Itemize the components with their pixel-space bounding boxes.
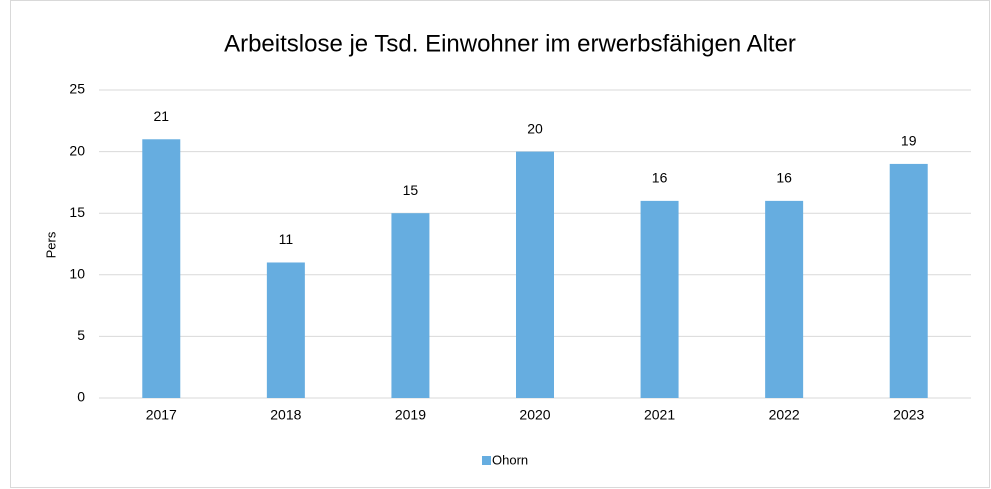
chart-title: Arbeitslose je Tsd. Einwohner im erwerbs… xyxy=(224,30,796,57)
bar xyxy=(391,213,430,398)
data-label: 21 xyxy=(153,108,169,124)
data-label: 16 xyxy=(776,170,792,186)
y-axis-label: Pers xyxy=(43,231,58,258)
bar xyxy=(516,151,554,398)
x-tick-label: 2019 xyxy=(395,407,426,423)
legend-label: Ohorn xyxy=(492,452,528,467)
y-tick-label: 10 xyxy=(69,266,85,282)
bar xyxy=(142,139,181,398)
data-label: 19 xyxy=(901,133,917,149)
x-tick-label: 2018 xyxy=(270,407,301,423)
x-tick-label: 2022 xyxy=(769,407,800,423)
data-label: 11 xyxy=(279,231,294,247)
x-tick-label: 2020 xyxy=(519,407,550,423)
y-tick-label: 5 xyxy=(77,327,85,343)
bar xyxy=(640,200,679,398)
data-label: 16 xyxy=(652,170,668,186)
x-tick-label: 2017 xyxy=(146,407,177,423)
x-tick-label: 2021 xyxy=(644,407,675,423)
bar xyxy=(889,163,928,398)
y-tick-label: 25 xyxy=(69,81,85,97)
x-tick-label: 2023 xyxy=(893,407,924,423)
y-tick-label: 0 xyxy=(77,389,85,405)
data-label: 15 xyxy=(403,182,419,198)
data-label: 20 xyxy=(527,120,543,136)
legend-swatch xyxy=(482,456,491,465)
y-tick-label: 15 xyxy=(69,204,85,220)
bar xyxy=(266,262,305,398)
bar xyxy=(765,200,804,398)
y-tick-label: 20 xyxy=(69,142,85,158)
